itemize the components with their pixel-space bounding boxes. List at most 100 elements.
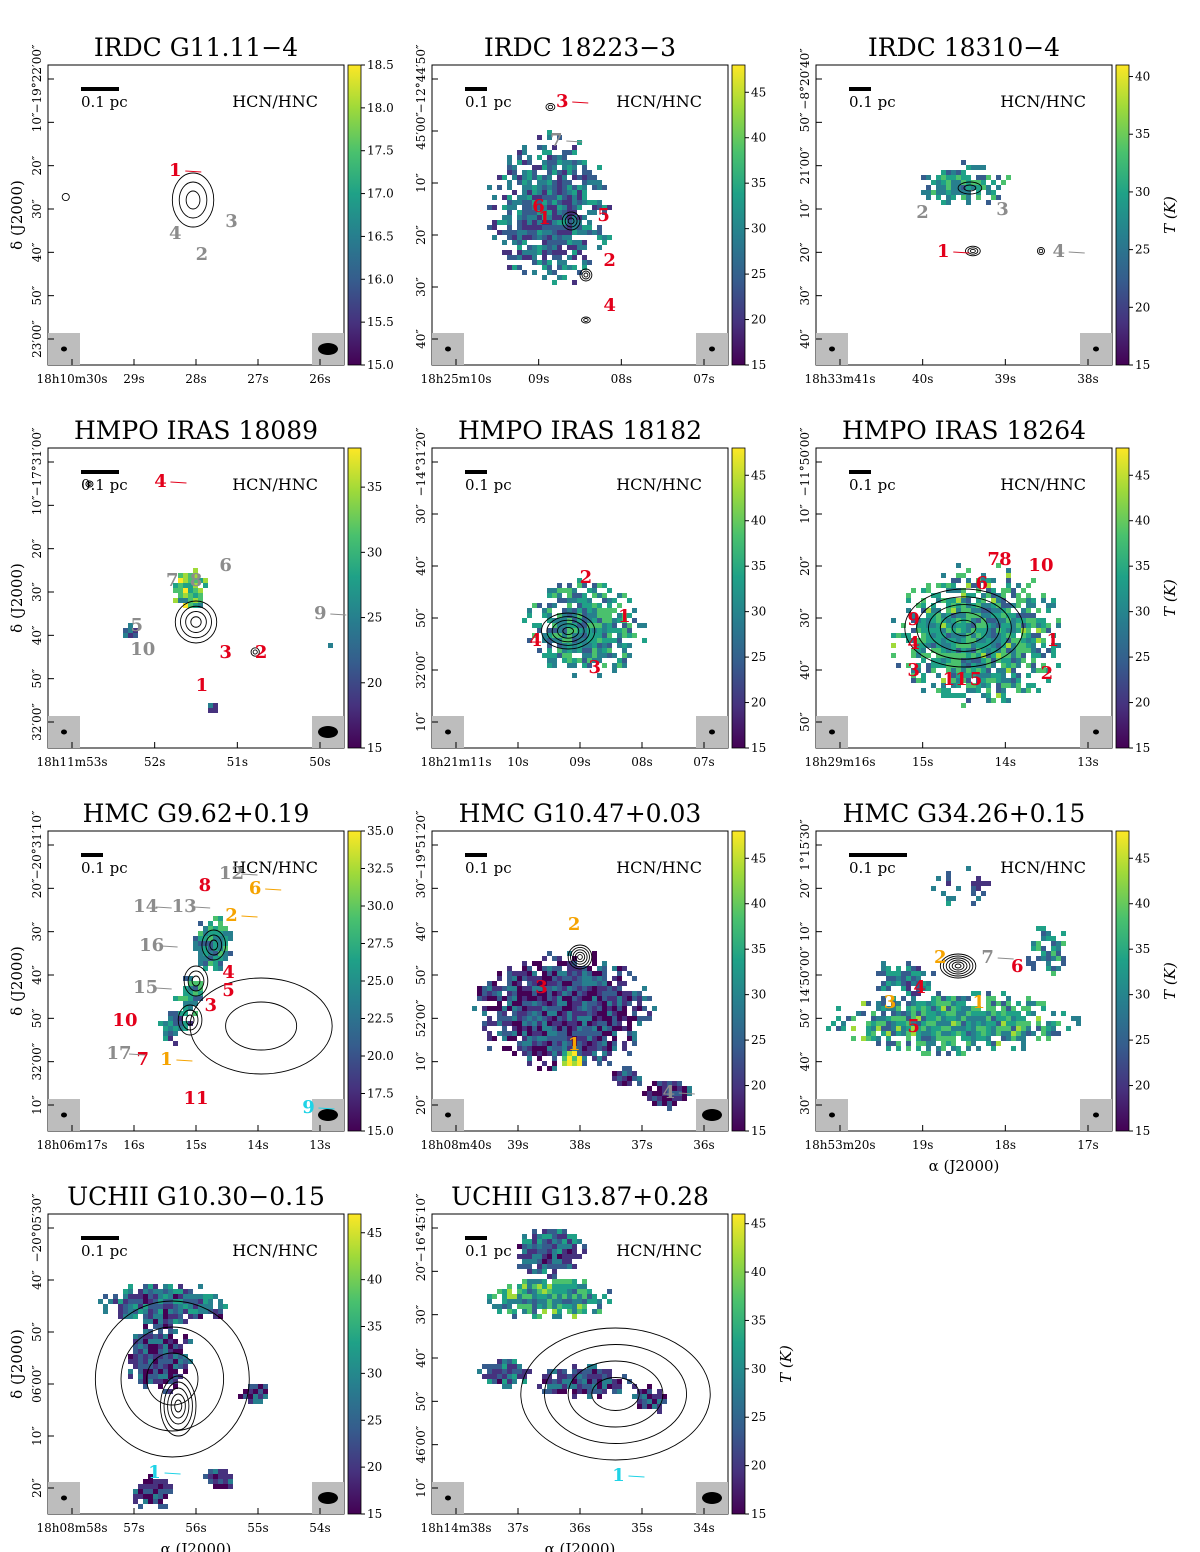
temperature-pixel: [931, 633, 936, 638]
colorbar-tick-label: 15: [751, 741, 766, 755]
temperature-pixel: [183, 1304, 188, 1309]
core-label: 7: [166, 570, 179, 591]
temperature-pixel: [512, 165, 517, 170]
temperature-pixel: [891, 1021, 896, 1026]
temperature-pixel: [612, 1384, 617, 1389]
line-ratio-tag: HCN/HNC: [616, 92, 702, 111]
temperature-pixel: [567, 1001, 572, 1006]
temperature-pixel: [552, 1011, 557, 1016]
temperature-pixel: [188, 1309, 193, 1314]
temperature-pixel: [1016, 653, 1021, 658]
temperature-pixel: [537, 1046, 542, 1051]
temperature-pixel: [482, 1364, 487, 1369]
temperature-pixel: [976, 623, 981, 628]
temperature-pixel: [567, 160, 572, 165]
temperature-pixel: [532, 190, 537, 195]
dec-tick-label: 21′00″: [798, 146, 812, 184]
temperature-pixel: [926, 1021, 931, 1026]
temperature-pixel: [587, 1011, 592, 1016]
temperature-pixel: [1041, 638, 1046, 643]
temperature-pixel: [951, 653, 956, 658]
temperature-pixel: [991, 598, 996, 603]
temperature-pixel: [602, 598, 607, 603]
temperature-pixel: [592, 1051, 597, 1056]
temperature-pixel: [597, 971, 602, 976]
temperature-pixel: [961, 1001, 966, 1006]
core-label: 3: [219, 642, 232, 663]
colorbar-tick-label: 30: [1135, 605, 1150, 619]
temperature-pixel: [168, 1339, 173, 1344]
temperature-pixel: [617, 618, 622, 623]
temperature-pixel: [577, 996, 582, 1001]
temperature-pixel: [981, 608, 986, 613]
temperature-pixel: [517, 986, 522, 991]
temperature-pixel: [532, 961, 537, 966]
temperature-pixel: [906, 1001, 911, 1006]
temperature-pixel: [213, 941, 218, 946]
temperature-pixel: [522, 1011, 527, 1016]
temperature-pixel: [547, 130, 552, 135]
temperature-pixel: [981, 1021, 986, 1026]
temperature-pixel: [507, 1016, 512, 1021]
temperature-pixel: [622, 1076, 627, 1081]
temperature-pixel: [991, 1001, 996, 1006]
temperature-pixel: [567, 991, 572, 996]
temperature-pixel: [168, 1011, 173, 1016]
temperature-pixel: [961, 648, 966, 653]
temperature-pixel: [602, 663, 607, 668]
temperature-pixel: [552, 1289, 557, 1294]
temperature-pixel: [607, 1006, 612, 1011]
temperature-pixel: [512, 976, 517, 981]
colorbar-tick-label: 17.0: [367, 187, 394, 201]
temperature-pixel: [572, 961, 577, 966]
temperature-pixel: [602, 981, 607, 986]
temperature-pixel: [213, 1309, 218, 1314]
temperature-pixel: [138, 1484, 143, 1489]
temperature-pixel: [1046, 956, 1051, 961]
temperature-pixel: [961, 638, 966, 643]
temperature-pixel: [1041, 663, 1046, 668]
temperature-pixel: [517, 265, 522, 270]
temperature-pixel: [951, 693, 956, 698]
line-ratio-tag: HCN/HNC: [232, 1241, 318, 1260]
temperature-pixel: [981, 623, 986, 628]
temperature-pixel: [547, 608, 552, 613]
colorbar-tick-label: 20: [751, 696, 766, 710]
temperature-pixel: [956, 658, 961, 663]
temperature-pixel: [1026, 688, 1031, 693]
temperature-pixel: [532, 1254, 537, 1259]
temperature-pixel: [537, 220, 542, 225]
temperature-pixel: [961, 1031, 966, 1036]
line-ratio-tag: HCN/HNC: [232, 92, 318, 111]
temperature-pixel: [487, 1379, 492, 1384]
temperature-pixel: [642, 1389, 647, 1394]
temperature-pixel: [931, 1036, 936, 1041]
temperature-pixel: [1006, 683, 1011, 688]
temperature-pixel: [143, 1484, 148, 1489]
temperature-pixel: [896, 1046, 901, 1051]
contour-line: [174, 600, 218, 644]
temperature-pixel: [622, 618, 627, 623]
temperature-pixel: [128, 628, 133, 633]
temperature-pixel: [602, 1051, 607, 1056]
temperature-pixel: [512, 1021, 517, 1026]
temperature-pixel: [208, 1479, 213, 1484]
temperature-pixel: [497, 220, 502, 225]
temperature-pixel: [946, 1006, 951, 1011]
temperature-pixel: [512, 1314, 517, 1319]
temperature-pixel: [173, 598, 178, 603]
temperature-pixel: [512, 1036, 517, 1041]
temperature-pixel: [971, 165, 976, 170]
temperature-pixel: [652, 1096, 657, 1101]
temperature-pixel: [921, 643, 926, 648]
temperature-pixel: [577, 1309, 582, 1314]
temperature-pixel: [991, 678, 996, 683]
temperature-pixel: [532, 1016, 537, 1021]
temperature-pixel: [527, 200, 532, 205]
temperature-pixel: [557, 1389, 562, 1394]
temperature-pixel: [891, 618, 896, 623]
contour-line: [567, 944, 593, 970]
temperature-pixel: [592, 583, 597, 588]
